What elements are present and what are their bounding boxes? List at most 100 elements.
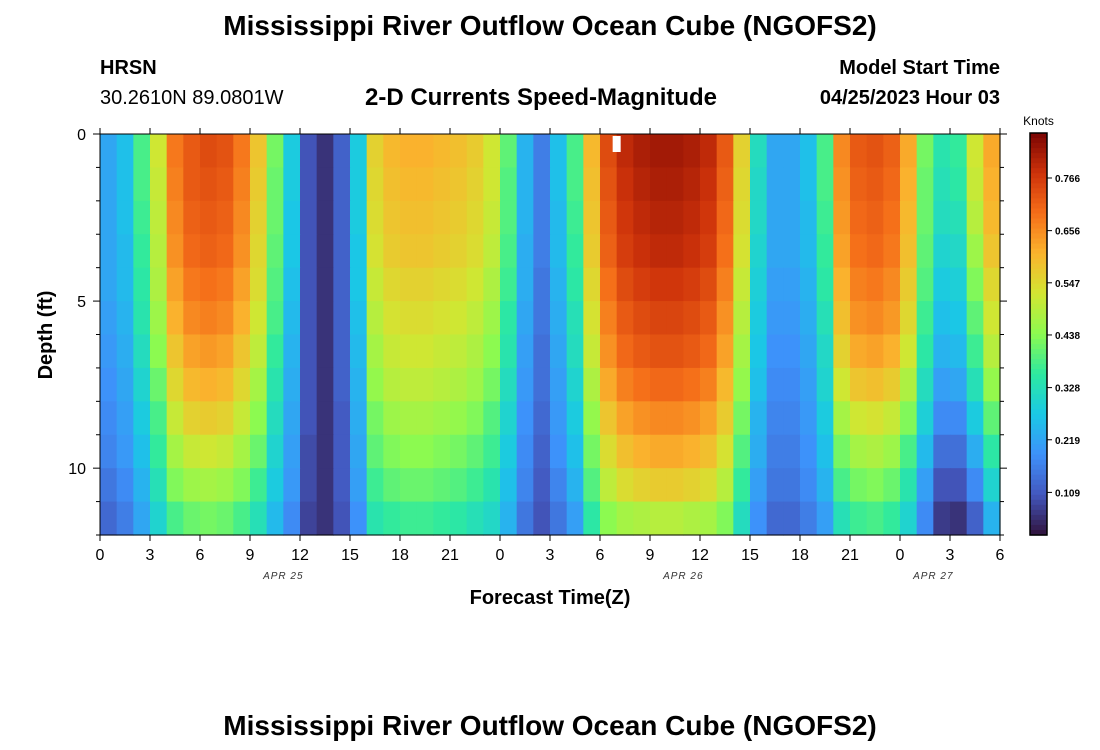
heatmap-cell (816, 134, 834, 169)
heatmap-cell (100, 434, 118, 469)
colorbar-segment (1030, 233, 1047, 240)
heatmap-cell (483, 267, 501, 302)
colorbar-segment (1030, 429, 1047, 436)
heatmap-cell (650, 234, 668, 269)
heatmap-cell (933, 367, 951, 402)
heatmap-cell (833, 334, 851, 369)
heatmap-cell (750, 234, 768, 269)
colorbar-title: Knots (1023, 114, 1054, 128)
heatmap-cell (883, 234, 901, 269)
heatmap-cell (950, 334, 968, 369)
heatmap-cell (750, 301, 768, 336)
heatmap-cell (666, 267, 684, 302)
heatmap-cell (383, 267, 401, 302)
heatmap-cell (900, 367, 918, 402)
heatmap-cell (216, 434, 234, 469)
heatmap-cell (683, 234, 701, 269)
heatmap-cell (566, 401, 584, 436)
heatmap-cell (183, 434, 201, 469)
heatmap-cell (633, 468, 651, 503)
heatmap-cell (916, 267, 934, 302)
heatmap-cell (716, 367, 734, 402)
heatmap-cell (100, 468, 118, 503)
heatmap-cell (383, 401, 401, 436)
heatmap-cell (166, 434, 184, 469)
heatmap-cell (633, 367, 651, 402)
heatmap-cell (916, 501, 934, 536)
heatmap-cell (900, 401, 918, 436)
heatmap-cell (816, 267, 834, 302)
heatmap-cell (533, 367, 551, 402)
heatmap-cell (900, 334, 918, 369)
heatmap-cell (883, 501, 901, 536)
heatmap-cell (166, 367, 184, 402)
heatmap-cell (600, 401, 618, 436)
x-tick-label: 15 (341, 547, 359, 564)
date-label: APR 27 (912, 571, 953, 582)
heatmap-cell (666, 401, 684, 436)
heatmap-cell (500, 434, 518, 469)
heatmap-cell (766, 267, 784, 302)
x-tick-label: 15 (741, 547, 759, 564)
heatmap-cell (300, 501, 318, 536)
heatmap-cell (816, 367, 834, 402)
heatmap-cell (450, 468, 468, 503)
heatmap-cell (200, 434, 218, 469)
heatmap-cell (233, 301, 251, 336)
heatmap-cell (866, 134, 884, 169)
heatmap-cell (966, 301, 984, 336)
heatmap-chart: 0 3 6 9 12 15 18 21 0 3 6 9 12 15 18 21 0 3 6 APR 25 APR 26 A… (35, 114, 1080, 609)
heatmap-cell (683, 367, 701, 402)
colorbar-segment (1030, 524, 1047, 531)
heatmap-cell (183, 501, 201, 536)
colorbar-segment (1030, 148, 1047, 154)
heatmap-cell (333, 167, 351, 202)
colorbar-segment (1030, 409, 1047, 416)
heatmap-cell (283, 167, 301, 202)
heatmap-cell (733, 167, 751, 202)
heatmap-cell (700, 334, 718, 369)
heatmap-cell (133, 434, 151, 469)
heatmap-cell (883, 301, 901, 336)
heatmap-cell (433, 401, 451, 436)
heatmap-cell (950, 301, 968, 336)
heatmap-cell (116, 401, 134, 436)
heatmap-cell (750, 134, 768, 169)
x-tick-label: 0 (96, 547, 105, 564)
heatmap-cell (950, 501, 968, 536)
heatmap-cell (483, 334, 501, 369)
heatmap-cell (500, 267, 518, 302)
heatmap-cell (483, 200, 501, 235)
heatmap-cell (866, 367, 884, 402)
heatmap-cell (266, 468, 284, 503)
heatmap-cell (683, 267, 701, 302)
heatmap-cell (516, 334, 534, 369)
heatmap-cell (216, 401, 234, 436)
heatmap-cell (916, 234, 934, 269)
heatmap-cell (983, 167, 1001, 202)
heatmap-cell (383, 367, 401, 402)
heatmap-cell (816, 167, 834, 202)
heatmap-cell (416, 501, 434, 536)
heatmap-cell (550, 200, 568, 235)
heatmap-cell (200, 134, 218, 169)
heatmap-cell (850, 501, 868, 536)
colorbar-segment (1030, 173, 1047, 179)
colorbar-segment (1030, 218, 1047, 225)
heatmap-cell (383, 468, 401, 503)
colorbar-segment (1030, 504, 1047, 511)
heatmap-cell (266, 134, 284, 169)
heatmap-cell (683, 301, 701, 336)
heatmap-cell (566, 267, 584, 302)
heatmap-cell (550, 334, 568, 369)
heatmap-cell (666, 367, 684, 402)
heatmap-cell (716, 267, 734, 302)
heatmap-cell (516, 301, 534, 336)
heatmap-cell (150, 434, 168, 469)
heatmap-cell (416, 334, 434, 369)
heatmap-cell (183, 401, 201, 436)
heatmap-cell (883, 434, 901, 469)
heatmap-cell (616, 134, 634, 169)
heatmap-cell (733, 367, 751, 402)
heatmap-cell (983, 334, 1001, 369)
